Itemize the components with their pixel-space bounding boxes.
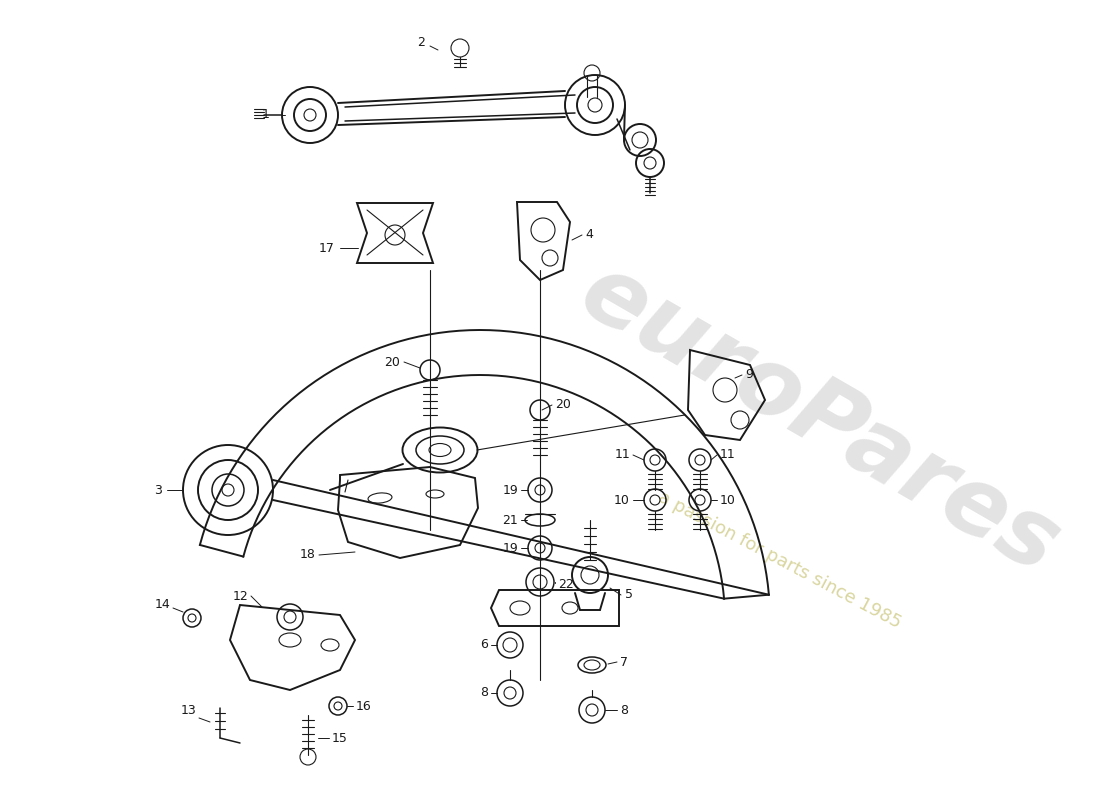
Text: 10: 10 <box>720 494 736 506</box>
Text: 17: 17 <box>319 242 336 254</box>
Text: 14: 14 <box>154 598 170 611</box>
Text: a passion for parts since 1985: a passion for parts since 1985 <box>656 488 904 632</box>
Text: 4: 4 <box>585 229 593 242</box>
Text: 5: 5 <box>625 589 632 602</box>
Text: 8: 8 <box>480 686 488 699</box>
Text: 12: 12 <box>232 590 248 602</box>
Text: 1: 1 <box>262 109 270 122</box>
Text: 8: 8 <box>620 703 628 717</box>
Text: 3: 3 <box>154 483 162 497</box>
Text: 11: 11 <box>720 449 736 462</box>
Text: 19: 19 <box>503 483 518 497</box>
Text: 19: 19 <box>503 542 518 554</box>
Text: 20: 20 <box>556 398 571 411</box>
Text: 13: 13 <box>180 703 196 717</box>
Text: 22: 22 <box>558 578 574 591</box>
Text: 16: 16 <box>356 699 372 713</box>
Text: 9: 9 <box>745 369 752 382</box>
Text: 11: 11 <box>614 449 630 462</box>
Text: 6: 6 <box>480 638 488 651</box>
Text: 7: 7 <box>620 655 628 669</box>
Text: 21: 21 <box>503 514 518 526</box>
Text: euroPares: euroPares <box>564 246 1076 594</box>
Text: 20: 20 <box>384 355 400 369</box>
Text: 15: 15 <box>332 731 348 745</box>
Text: 2: 2 <box>417 35 425 49</box>
Text: 10: 10 <box>614 494 630 506</box>
Text: 18: 18 <box>300 549 316 562</box>
